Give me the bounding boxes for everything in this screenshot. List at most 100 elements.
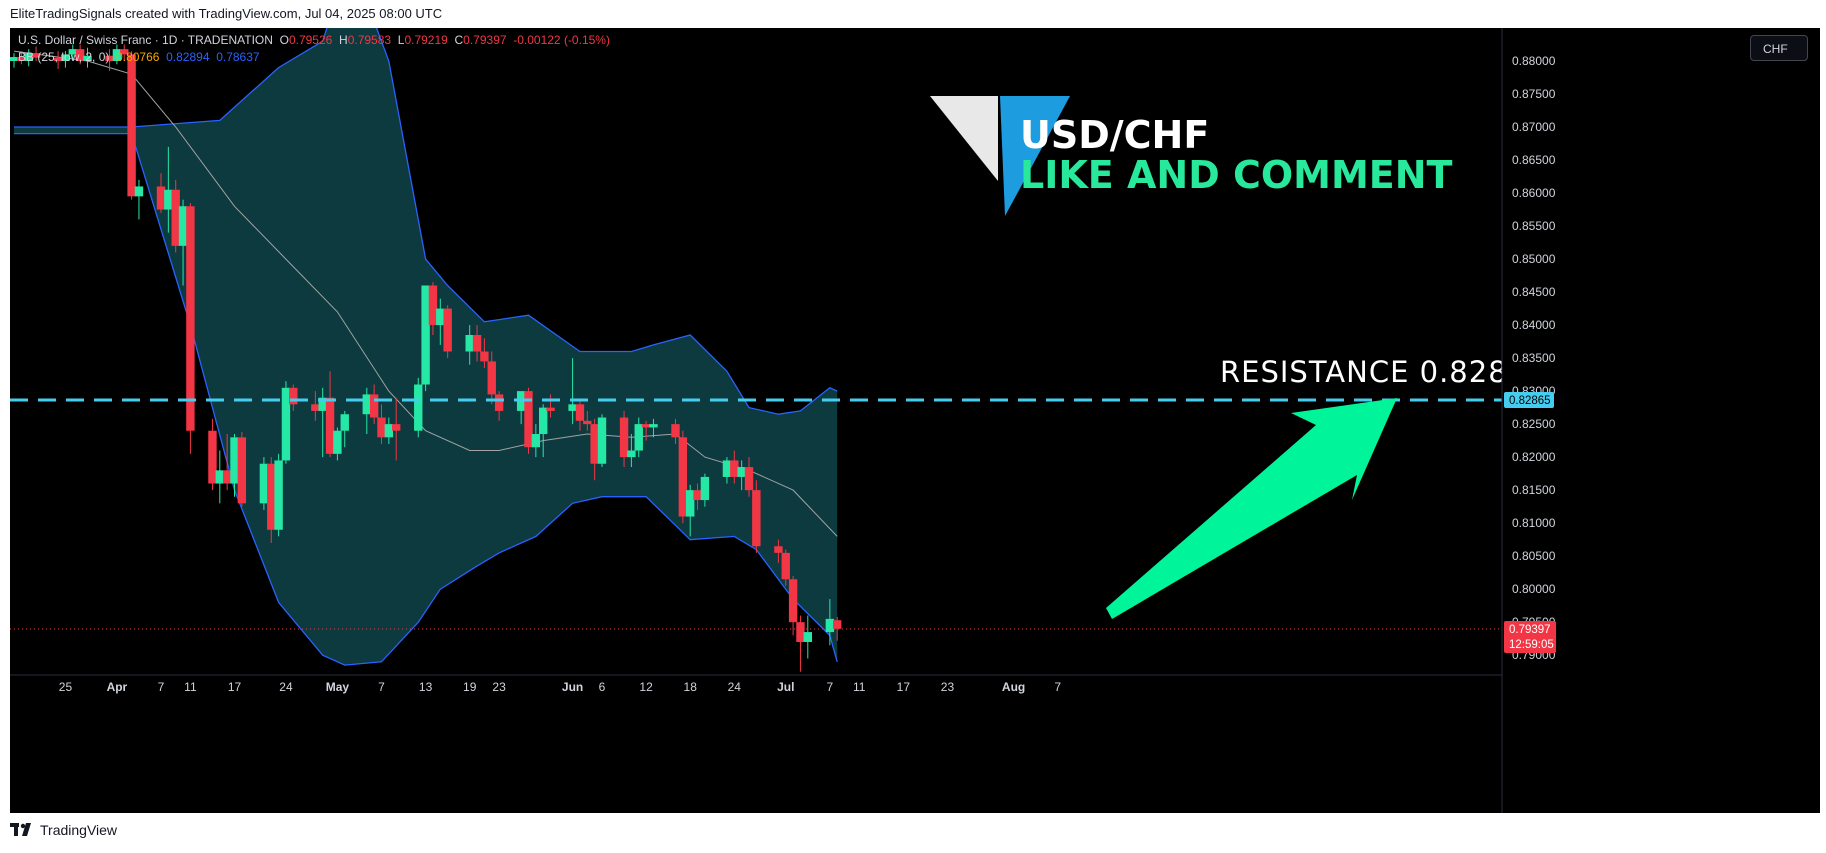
candle-body [619, 417, 629, 458]
time-tick-label: 7 [378, 680, 385, 694]
candle-body [340, 414, 349, 431]
candle [61, 51, 70, 68]
last-price-value: 0.79397 [1509, 624, 1551, 636]
candle [289, 384, 298, 411]
resistance-badge-value: 0.82865 [1509, 395, 1551, 407]
tradingview-logo-icon [10, 823, 31, 836]
currency-button[interactable]: CHF [1750, 35, 1808, 61]
last-price-badge: 0.79397 12:59:05 [1504, 620, 1556, 653]
candle-body [524, 391, 533, 448]
candle-body [575, 404, 585, 421]
candle-body [678, 437, 688, 517]
price-tick-label: 0.88000 [1512, 54, 1556, 68]
candle [619, 410, 629, 468]
candle-body [156, 186, 166, 210]
candle [531, 424, 541, 458]
legend-bb-label[interactable]: BB (25, low, 2, 0) [18, 50, 110, 64]
tradingview-brand[interactable]: TradingView [40, 822, 118, 838]
candle [634, 417, 643, 458]
legend-symbol[interactable]: U.S. Dollar / Swiss Franc · 1D · TRADENA… [18, 33, 273, 47]
candle-body [737, 467, 746, 477]
candle [781, 549, 790, 586]
candle-body [700, 476, 710, 501]
candle [208, 418, 217, 491]
legend-high-value: 0.79583 [347, 33, 392, 47]
candle-body [127, 54, 136, 197]
candle [414, 377, 423, 438]
candle-body [362, 394, 371, 415]
candle-body [215, 470, 224, 484]
candle-body [730, 460, 739, 477]
time-tick-label: 17 [897, 680, 911, 694]
candle-body [671, 424, 680, 438]
price-tick-label: 0.86000 [1512, 186, 1556, 200]
candle-body [289, 387, 298, 405]
candle [436, 298, 445, 345]
candle-body [392, 424, 401, 431]
chart-area[interactable]: USD/CHF LIKE AND COMMENT RESISTANCE 0.828 0… [10, 28, 1820, 813]
annotation-subtitle: LIKE AND COMMENT [1020, 153, 1453, 197]
candle-body [443, 308, 452, 352]
candle [693, 483, 702, 510]
candle-body [259, 463, 269, 504]
candle-body [24, 53, 33, 62]
price-tick-label: 0.82500 [1512, 417, 1556, 431]
price-tick-label: 0.87500 [1512, 87, 1556, 101]
candle [730, 450, 739, 484]
candle [377, 404, 386, 444]
candle [120, 44, 129, 62]
time-tick-label: 11 [184, 680, 197, 694]
time-axis: 25 Apr 7 11 17 24 May 7 13 19 23 Jun 6 12 18 24 Jul 7 11 17… [10, 674, 1820, 813]
candle [134, 179, 144, 220]
candle-body [105, 55, 114, 62]
price-tick-label: 0.83500 [1512, 351, 1556, 365]
time-tick-label: 7 [1054, 680, 1061, 694]
time-tick-label: 18 [684, 680, 698, 694]
legend-bb-row: BB (25, low, 2, 0) 0.80766 0.82894 0.786… [18, 49, 610, 66]
candle-body [634, 424, 643, 451]
candle [10, 53, 19, 68]
price-tick-label: 0.82000 [1512, 450, 1556, 464]
candle [362, 387, 371, 435]
candle [428, 282, 438, 335]
legend-low-label: L [397, 33, 405, 47]
legend-high-label: H [339, 33, 348, 47]
time-tick-label: 23 [492, 680, 506, 694]
time-tick-label: 7 [158, 680, 165, 694]
candle-body [428, 285, 438, 326]
candle [803, 615, 812, 659]
candle-body [237, 437, 247, 504]
candle-body [53, 57, 63, 62]
candle [524, 387, 533, 454]
candle [311, 391, 320, 421]
candle [465, 325, 474, 365]
candle [590, 418, 599, 481]
candle-body [222, 470, 232, 484]
time-tick-label: 24 [728, 680, 742, 694]
candle-body [641, 424, 651, 428]
time-tick-label: Jun [562, 680, 583, 694]
candle-body [487, 361, 496, 395]
candle-body [414, 384, 423, 431]
price-tick-label: 0.84500 [1512, 285, 1556, 299]
candle-body [134, 186, 144, 197]
time-tick-label: 23 [941, 680, 955, 694]
bollinger-lower-line [14, 132, 838, 666]
green-arrow-icon [1106, 398, 1397, 619]
candle [274, 453, 283, 537]
candle [796, 615, 805, 672]
resistance-price-badge: 0.82865 [1504, 392, 1554, 409]
candle [31, 46, 41, 62]
candle [17, 51, 26, 65]
legend-change: -0.00122 (-0.15%) [513, 33, 610, 47]
candle [583, 410, 592, 431]
candle [384, 417, 394, 444]
legend-open-label: O [279, 33, 289, 47]
candle [340, 410, 349, 448]
time-axis-bg [10, 675, 1820, 813]
chart-legend: U.S. Dollar / Swiss Franc · 1D · TRADENA… [18, 32, 610, 66]
candle [392, 397, 401, 461]
candle [281, 381, 291, 464]
candle [678, 430, 688, 524]
